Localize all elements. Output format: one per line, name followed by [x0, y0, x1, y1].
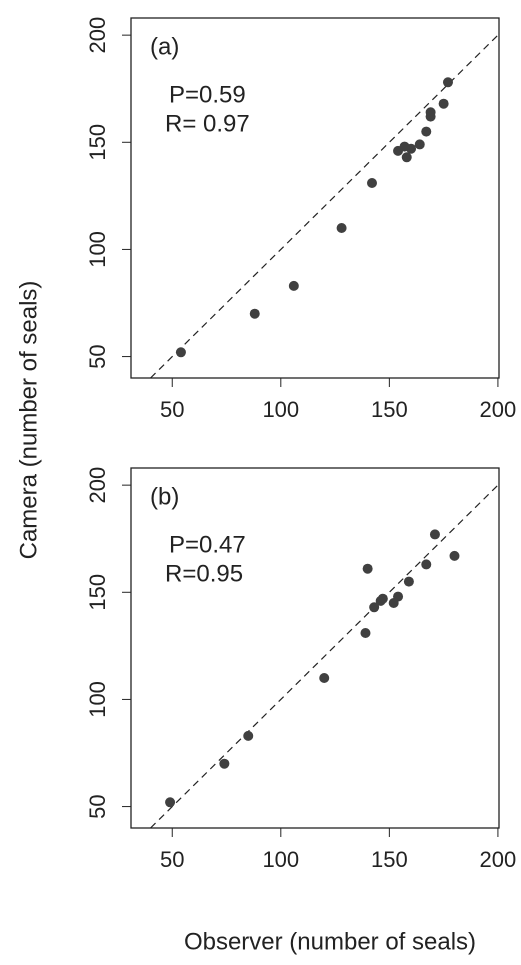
- annotation: P=0.47: [169, 531, 246, 558]
- x-tick-label: 200: [480, 397, 517, 422]
- point: [366, 178, 377, 188]
- point: [243, 730, 254, 741]
- x-tick-label: 100: [262, 397, 299, 422]
- point: [449, 550, 460, 561]
- y-tick-label: 150: [85, 124, 110, 161]
- point: [165, 797, 176, 808]
- point: [175, 347, 186, 358]
- x-tick-label: 50: [160, 847, 184, 872]
- annotation: P=0.59: [169, 81, 246, 108]
- plot-frame: [130, 467, 500, 829]
- y-tick-label: 200: [85, 467, 110, 504]
- point: [219, 758, 230, 769]
- point: [406, 143, 417, 154]
- point: [362, 563, 373, 574]
- point: [425, 107, 436, 118]
- x-axis-label: Observer (number of seals): [184, 928, 476, 955]
- panel-label: (a): [150, 33, 179, 60]
- point: [442, 77, 453, 88]
- plot-frame: [130, 17, 500, 379]
- y-tick-label: 150: [85, 574, 110, 611]
- point: [393, 591, 404, 602]
- point: [377, 593, 388, 604]
- point: [401, 152, 412, 163]
- point: [249, 308, 260, 319]
- y-axis-label: Camera (number of seals): [15, 281, 42, 560]
- point: [421, 559, 432, 570]
- point: [360, 628, 371, 638]
- y-tick-label: 50: [85, 794, 110, 818]
- x-tick-label: 100: [262, 847, 299, 872]
- annotation: R=0.95: [165, 560, 243, 587]
- x-tick-label: 200: [480, 847, 517, 872]
- y-tick-label: 100: [85, 681, 110, 718]
- annotation: R= 0.97: [165, 110, 250, 137]
- y-tick-label: 200: [85, 17, 110, 54]
- reference-line: [150, 33, 500, 379]
- x-tick-label: 50: [160, 397, 184, 422]
- point: [421, 126, 432, 137]
- reference-line: [150, 483, 500, 829]
- y-tick-label: 100: [85, 231, 110, 268]
- point: [438, 98, 449, 109]
- point: [429, 529, 440, 540]
- point: [319, 673, 330, 683]
- point: [414, 139, 425, 150]
- point: [369, 602, 380, 613]
- point: [336, 223, 347, 233]
- point: [403, 576, 414, 587]
- x-tick-label: 150: [371, 847, 408, 872]
- point: [288, 280, 299, 291]
- x-tick-label: 150: [371, 397, 408, 422]
- y-tick-label: 50: [85, 344, 110, 368]
- panel-label: (b): [150, 483, 179, 510]
